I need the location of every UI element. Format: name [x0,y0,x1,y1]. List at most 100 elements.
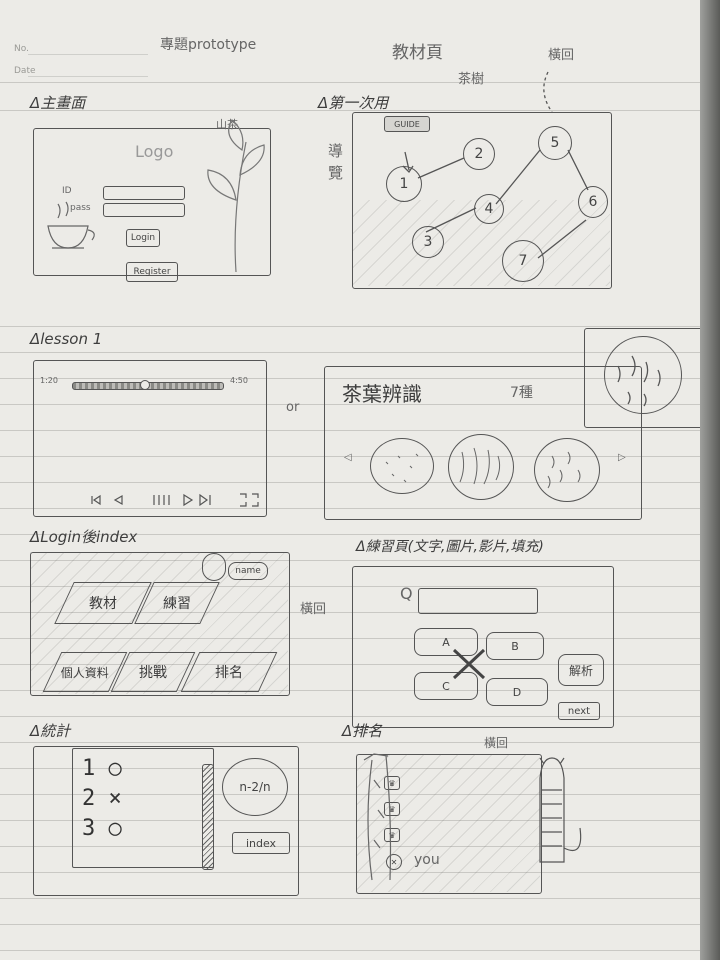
option-c[interactable]: C [414,672,478,700]
video-frame [33,360,267,517]
option-b[interactable]: B [486,632,544,660]
register-button[interactable]: Register [126,262,178,282]
next-arrow-icon[interactable]: ▷ [618,452,626,463]
explain-button[interactable]: 解析 [558,654,604,686]
no-line [28,54,148,55]
ruled-line [0,924,700,925]
index-button[interactable]: index [232,832,290,854]
tea-note: 茶樹 [458,72,485,87]
user-name-badge[interactable]: name [228,562,268,580]
login-index-hatch [30,552,288,694]
stats-scrollbar[interactable] [202,764,214,870]
avatar[interactable] [202,553,226,581]
tea-leaf-card-2[interactable] [448,434,514,500]
ruled-line [0,638,700,639]
password-input[interactable] [103,203,185,217]
ruled-line [0,768,700,769]
or-label: or [286,400,300,415]
video-time-start: 1:20 [40,376,58,385]
ruled-line [0,404,700,405]
materials-page-note: 教材頁 [392,43,443,63]
date-line [28,76,148,77]
option-a[interactable]: A [414,628,478,656]
ruled-line [0,742,700,743]
login-index-label-text: Login後index [40,528,138,546]
ruled-line [0,456,700,457]
stats-row-2-mark: × [108,786,122,811]
first-use-label-text: 第一次用 [328,94,389,112]
tea-zoom-circle [604,336,682,414]
stats-label-text: 統計 [40,722,71,740]
ruled-line [0,898,700,899]
login-button[interactable]: Login [126,229,160,247]
practice-label-text: 練習頁(文字,圖片,影片,填充) [365,539,544,555]
tea-id-frame [324,366,642,520]
ruled-line [0,846,700,847]
ruled-line [0,690,700,691]
guide-badge[interactable]: GUIDE [384,116,430,132]
lesson-node-6[interactable]: 6 [578,186,608,218]
id-label: ID [62,186,72,196]
login-index-frame [30,552,290,696]
notebook-binding [700,0,720,960]
ruled-line [0,612,700,613]
practice-frame [352,566,614,728]
fullscreen-icon [240,493,259,507]
stats-row-1-mark: ○ [108,756,122,781]
login-index-section-label: ΔLogin後index [30,528,138,546]
wrong-mark-icon [452,648,486,680]
question-label: Q [400,584,413,603]
stats-frame [33,746,299,896]
horizontal-note-top: 橫回 [548,48,575,63]
guide-label: 導覽 [328,142,344,182]
ruled-line [0,950,700,951]
tea-id-title: 茶葉辨識 [342,382,422,406]
ruled-line [0,82,700,83]
ruled-line [0,352,700,353]
video-controls [91,493,259,507]
stats-row-1-num: 1 [82,756,96,781]
practice-section-label: Δ練習頁(文字,圖片,影片,填充) [356,539,544,555]
ruled-line [0,430,700,431]
lesson-node-1[interactable]: 1 [386,166,422,202]
id-input[interactable] [103,186,185,200]
next-button[interactable]: next [558,702,600,720]
tea-leaf-card-3[interactable] [534,438,600,502]
date-label: Date [14,66,36,76]
lesson-node-5[interactable]: 5 [538,126,572,160]
ruled-line [0,586,700,587]
ruled-line [0,110,700,111]
ruled-line [0,482,700,483]
prev-arrow-icon[interactable]: ◁ [344,452,352,463]
stats-row-3-mark: ○ [108,816,122,841]
ruled-line [0,794,700,795]
question-box[interactable] [418,588,538,614]
stats-row-2-num: 2 [82,786,96,811]
ruled-line [0,664,700,665]
video-progress-handle[interactable] [140,380,150,390]
option-d[interactable]: D [486,678,548,706]
ruled-line [0,534,700,535]
tea-zoom-texture [617,355,661,407]
ranking-section-label: Δ排名 [342,722,383,740]
home-doodles [47,119,265,273]
no-label: No. [14,44,29,54]
pause-icon [153,495,170,505]
lesson-node-4[interactable]: 4 [474,194,504,224]
play-icon [183,493,194,507]
you-label: you [414,852,440,868]
stats-row-3: 3 ○ [82,816,122,841]
ruled-line [0,820,700,821]
types-count: 7種 [510,385,533,401]
video-time-end: 4:50 [230,376,248,385]
giraffe-doodle [363,753,392,881]
tea-leaf-card-1[interactable] [370,438,434,494]
ruled-line [0,560,700,561]
horizontal-note-index: 橫回 [300,602,327,617]
lesson-node-7[interactable]: 7 [502,240,544,282]
horizontal-note-ranking: 橫回 [484,736,509,750]
lesson-node-3[interactable]: 3 [412,226,444,258]
lesson-node-2[interactable]: 2 [463,138,495,170]
ruled-line [0,378,700,379]
